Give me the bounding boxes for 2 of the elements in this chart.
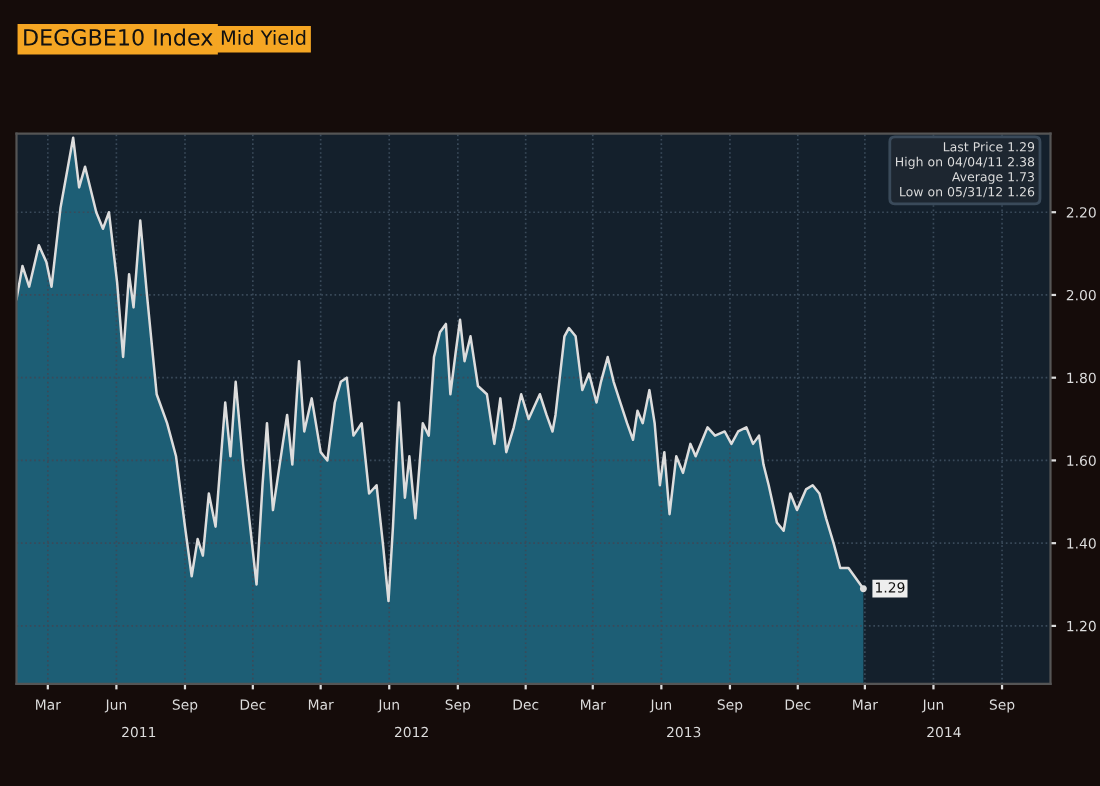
chart-subtitle: Mid Yield [221,29,306,45]
chart-title: DEGGBE10 Index [24,28,213,46]
